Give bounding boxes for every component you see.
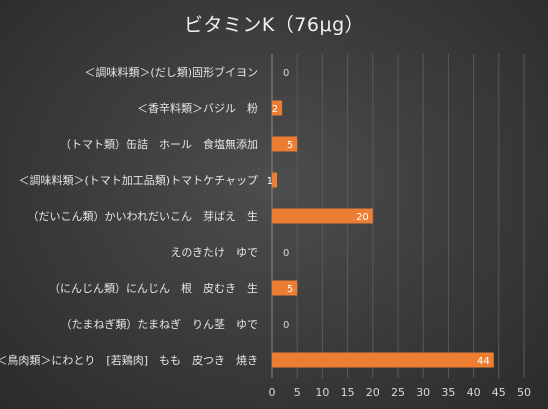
data-label: 0 <box>283 68 289 79</box>
data-label: 2 <box>272 104 278 115</box>
x-tick-label: 0 <box>269 386 276 399</box>
category-label: （にんじん類）にんじん 根 皮むき 生 <box>49 281 258 295</box>
category-label: ＜鳥肉類＞にわとり [若鶏肉] もも 皮つき 焼き <box>0 353 258 367</box>
data-label: 5 <box>287 284 293 295</box>
x-tick-label: 10 <box>315 386 329 399</box>
x-tick-label: 20 <box>366 386 380 399</box>
x-tick-label: 35 <box>441 386 455 399</box>
data-label: 20 <box>356 212 369 223</box>
x-tick-label: 50 <box>517 386 531 399</box>
category-label: （だいこん類）かいわれだいこん 芽ばえ 生 <box>27 209 258 223</box>
category-label: （トマト類）缶詰 ホール 食塩無添加 <box>60 137 258 151</box>
bar <box>272 100 283 116</box>
chart-title: ビタミンK（76μg） <box>183 14 365 36</box>
data-label: 0 <box>283 320 289 331</box>
bar <box>272 172 278 188</box>
data-label: 0 <box>283 248 289 259</box>
bar <box>272 280 298 296</box>
category-label: ＜調味料類＞(トマト加工品類)トマトケチャップ <box>18 173 258 187</box>
data-label: 1 <box>267 176 273 187</box>
bar <box>272 136 298 152</box>
category-label: （たまねぎ類）たまねぎ りん茎 ゆで <box>60 317 258 331</box>
x-tick-label: 30 <box>416 386 430 399</box>
x-tick-label: 25 <box>391 386 405 399</box>
data-label: 44 <box>477 356 490 367</box>
category-label: えのきたけ ゆで <box>170 245 258 259</box>
bar <box>272 352 494 368</box>
x-tick-label: 15 <box>341 386 355 399</box>
x-tick-label: 45 <box>492 386 506 399</box>
data-label: 5 <box>287 140 293 151</box>
category-label: ＜調味料類＞(だし類)固形ブイヨン <box>84 65 258 79</box>
bar <box>272 208 373 224</box>
category-label: ＜香辛料類＞バジル 粉 <box>137 101 258 115</box>
x-tick-label: 40 <box>467 386 481 399</box>
x-tick-label: 5 <box>294 386 301 399</box>
